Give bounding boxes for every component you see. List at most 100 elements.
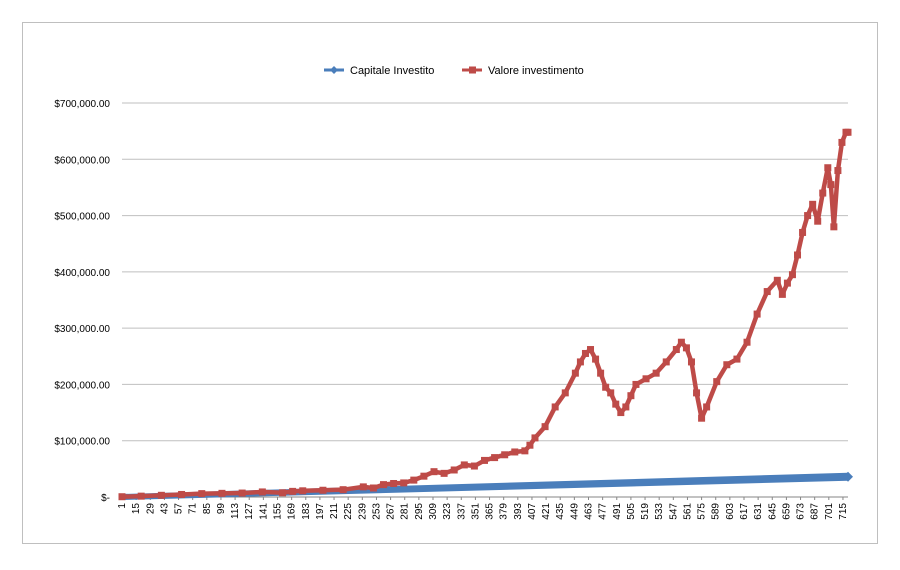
data-point bbox=[703, 403, 711, 411]
x-tick-label: 85 bbox=[202, 503, 213, 515]
x-tick-label: 281 bbox=[400, 503, 411, 520]
x-tick-label: 141 bbox=[258, 503, 269, 520]
series-lines bbox=[118, 128, 853, 501]
data-point bbox=[430, 468, 438, 476]
series-capitale-investito bbox=[122, 471, 853, 500]
data-point bbox=[400, 479, 408, 487]
data-point bbox=[587, 346, 595, 354]
x-tick-label: 449 bbox=[569, 503, 580, 520]
y-tick-label: $500,000.00 bbox=[54, 212, 110, 223]
data-point bbox=[369, 484, 377, 492]
data-point bbox=[258, 488, 266, 496]
data-point bbox=[733, 355, 741, 363]
data-point bbox=[359, 483, 367, 491]
data-point bbox=[743, 338, 751, 346]
data-point bbox=[178, 490, 186, 498]
x-tick-label: 631 bbox=[753, 503, 764, 520]
x-tick-label: 561 bbox=[682, 503, 693, 520]
data-point bbox=[814, 217, 822, 225]
data-point bbox=[778, 290, 786, 298]
data-point bbox=[627, 392, 635, 400]
data-point bbox=[450, 466, 458, 474]
x-tick-label: 211 bbox=[329, 503, 340, 519]
legend: Capitale Investito Valore investimento bbox=[324, 65, 584, 77]
x-tick-label: 407 bbox=[527, 503, 538, 520]
data-point bbox=[198, 490, 206, 498]
data-point bbox=[642, 375, 650, 383]
data-point bbox=[763, 288, 771, 296]
y-tick-label: $700,000.00 bbox=[54, 99, 110, 110]
x-tick-label: 687 bbox=[810, 503, 821, 520]
data-point bbox=[687, 358, 695, 366]
data-point bbox=[571, 369, 579, 377]
data-point bbox=[511, 448, 519, 456]
data-point bbox=[723, 361, 731, 369]
data-point bbox=[827, 181, 835, 189]
x-tick-label: 673 bbox=[796, 503, 807, 520]
x-tick-label: 477 bbox=[598, 503, 609, 520]
data-point bbox=[299, 487, 307, 495]
y-tick-label: $600,000.00 bbox=[54, 155, 110, 166]
data-point bbox=[470, 462, 478, 470]
x-tick-label: 491 bbox=[612, 503, 623, 520]
data-point bbox=[794, 251, 802, 259]
x-tick-label: 113 bbox=[230, 503, 241, 519]
x-tick-label: 393 bbox=[513, 503, 524, 520]
data-point bbox=[218, 489, 226, 497]
gridlines bbox=[122, 102, 848, 498]
data-point bbox=[157, 491, 165, 499]
data-point bbox=[440, 469, 448, 477]
x-tick-label: 547 bbox=[668, 503, 679, 520]
x-tick-label: 463 bbox=[583, 503, 594, 520]
x-tick-label: 533 bbox=[654, 503, 665, 520]
data-point bbox=[319, 486, 327, 494]
data-point bbox=[531, 434, 539, 442]
data-point bbox=[561, 389, 569, 397]
chart-frame bbox=[22, 22, 878, 544]
data-point bbox=[693, 389, 701, 397]
legend-label: Capitale Investito bbox=[350, 65, 434, 77]
data-point bbox=[632, 380, 640, 388]
data-point bbox=[824, 164, 832, 172]
series-valore-investimento bbox=[118, 128, 852, 501]
x-tick-label: 519 bbox=[640, 503, 651, 520]
data-point bbox=[799, 228, 807, 236]
data-point bbox=[662, 358, 670, 366]
x-tick-label: 15 bbox=[131, 503, 142, 515]
legend-label: Valore investimento bbox=[488, 65, 584, 77]
data-point bbox=[581, 349, 589, 357]
data-point bbox=[838, 138, 846, 146]
data-point bbox=[622, 403, 630, 411]
x-tick-label: 659 bbox=[781, 503, 792, 520]
data-point bbox=[607, 389, 615, 397]
x-tick-label: 155 bbox=[272, 503, 283, 520]
data-point bbox=[788, 271, 796, 279]
x-tick-label: 57 bbox=[174, 503, 185, 515]
x-tick-label: 309 bbox=[428, 503, 439, 520]
data-point bbox=[844, 128, 852, 136]
data-point bbox=[390, 479, 398, 487]
x-tick-label: 323 bbox=[442, 503, 453, 520]
x-tick-label: 127 bbox=[244, 503, 255, 520]
x-tick-label: 617 bbox=[739, 503, 750, 520]
data-point bbox=[773, 276, 781, 284]
x-tick-label: 575 bbox=[697, 503, 708, 520]
x-tick-label: 225 bbox=[343, 503, 354, 520]
data-point bbox=[672, 346, 680, 354]
series-band bbox=[122, 472, 852, 500]
x-tick-label: 715 bbox=[838, 503, 849, 520]
series-line bbox=[121, 130, 849, 499]
legend-marker bbox=[469, 66, 476, 74]
y-tick-label: $300,000.00 bbox=[54, 324, 110, 335]
data-point bbox=[526, 441, 534, 449]
x-tick-label: 169 bbox=[287, 503, 298, 520]
x-tick-label: 197 bbox=[315, 503, 326, 520]
data-point bbox=[597, 369, 605, 377]
y-tick-label: $400,000.00 bbox=[54, 268, 110, 279]
data-point bbox=[238, 489, 246, 497]
x-tick-label: 295 bbox=[414, 503, 425, 520]
x-tick-label: 421 bbox=[541, 503, 552, 520]
x-tick-label: 337 bbox=[456, 503, 467, 520]
data-point bbox=[617, 409, 625, 417]
